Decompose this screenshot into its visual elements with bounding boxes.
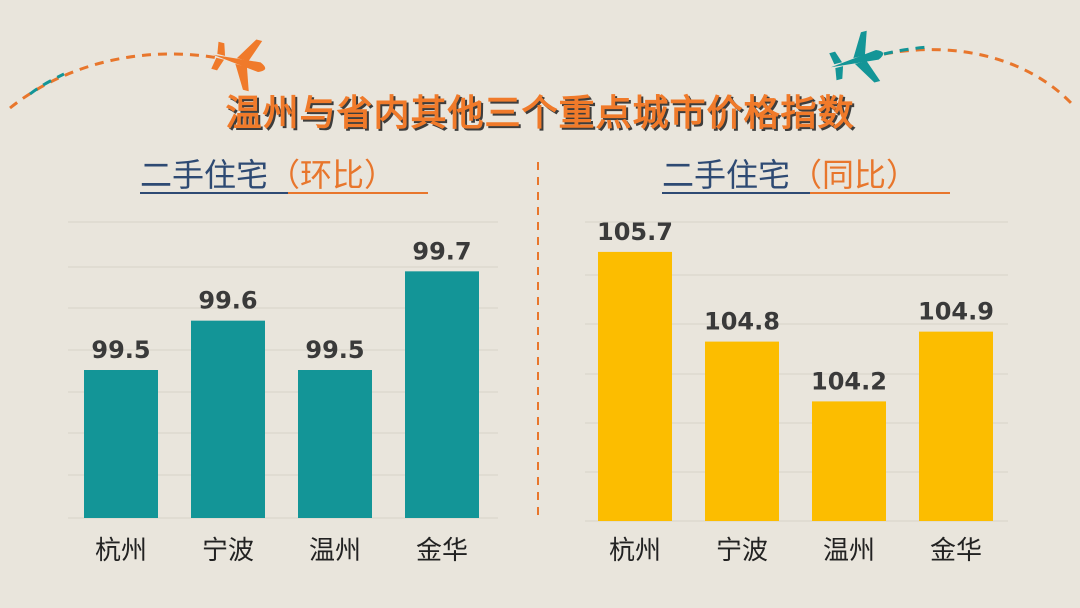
- subtitle-main: 二手住宅: [662, 156, 791, 194]
- chart-subtitle-left: 二手住宅（环比）: [140, 150, 428, 196]
- bar: [812, 401, 886, 521]
- bar: [298, 370, 372, 518]
- left-dashed-arc-teal: [29, 72, 65, 96]
- subtitle-paren: （同比）: [790, 156, 919, 194]
- category-label: 宁波: [716, 536, 768, 566]
- airplane-icon: [829, 30, 884, 83]
- category-label: 金华: [930, 536, 982, 566]
- data-label: 99.6: [198, 287, 257, 315]
- data-label: 99.5: [91, 336, 150, 364]
- bar: [919, 331, 993, 521]
- data-label: 104.9: [918, 298, 994, 326]
- bar: [191, 320, 265, 518]
- category-label: 宁波: [202, 536, 254, 566]
- data-label: 99.5: [305, 336, 364, 364]
- data-label: 99.7: [412, 237, 471, 265]
- right-dashed-arc: [883, 48, 1074, 106]
- page-title: 温州与省内其他三个重点城市价格指数: [225, 93, 855, 134]
- right-dashed-arc-teal: [883, 45, 931, 56]
- bar: [705, 341, 779, 521]
- subtitle-paren: （环比）: [268, 156, 397, 194]
- data-label: 105.7: [597, 218, 673, 246]
- category-label: 温州: [309, 536, 361, 566]
- category-label: 杭州: [95, 536, 147, 566]
- left-dashed-arc: [9, 52, 219, 110]
- airplane-icon: [211, 39, 266, 92]
- bar: [598, 251, 672, 521]
- subtitle-underline: [662, 192, 950, 194]
- category-label: 金华: [416, 536, 468, 566]
- subtitle-underline: [140, 192, 428, 194]
- bar: [84, 370, 158, 518]
- category-label: 温州: [823, 536, 875, 566]
- subtitle-main: 二手住宅: [140, 156, 269, 194]
- bar: [405, 271, 479, 518]
- data-label: 104.2: [811, 367, 887, 395]
- chart-subtitle-right: 二手住宅（同比）: [662, 150, 950, 196]
- data-label: 104.8: [704, 308, 780, 336]
- category-label: 杭州: [609, 536, 661, 566]
